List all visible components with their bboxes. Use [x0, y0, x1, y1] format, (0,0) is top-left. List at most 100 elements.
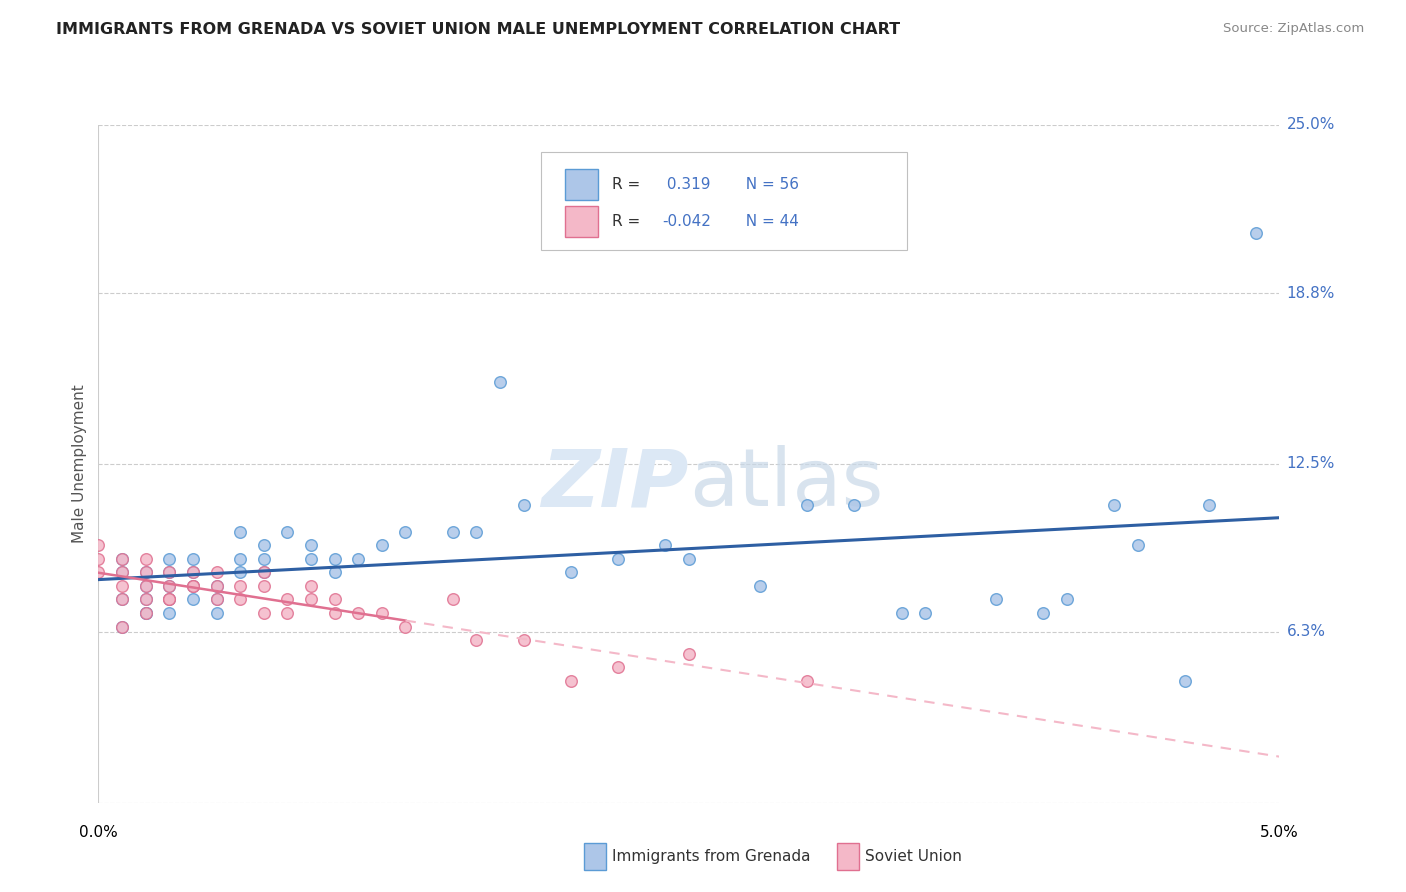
Text: 5.0%: 5.0% — [1260, 825, 1299, 840]
Point — [347, 606, 370, 620]
Point — [135, 606, 157, 620]
Point — [844, 498, 866, 512]
Point — [135, 566, 157, 580]
Point — [157, 579, 180, 593]
Point — [276, 592, 298, 607]
Point — [371, 538, 394, 552]
Point — [678, 551, 700, 566]
Point — [1032, 606, 1054, 620]
Point — [299, 592, 322, 607]
Point — [229, 592, 252, 607]
Point — [1056, 592, 1078, 607]
Point — [441, 524, 464, 539]
Point — [157, 592, 180, 607]
Point — [205, 566, 228, 580]
Point — [1244, 227, 1267, 241]
Point — [111, 551, 134, 566]
Point — [135, 606, 157, 620]
Point — [111, 592, 134, 607]
Point — [1126, 538, 1149, 552]
Point — [229, 579, 252, 593]
Point — [181, 579, 204, 593]
Point — [111, 551, 134, 566]
Text: 6.3%: 6.3% — [1286, 624, 1326, 640]
Point — [253, 579, 276, 593]
Point — [111, 566, 134, 580]
Point — [111, 592, 134, 607]
Point — [914, 606, 936, 620]
Point — [984, 592, 1007, 607]
Point — [1102, 498, 1125, 512]
Text: 18.8%: 18.8% — [1286, 285, 1334, 301]
Point — [253, 538, 276, 552]
Point — [654, 538, 676, 552]
Point — [796, 498, 818, 512]
Point — [394, 619, 416, 633]
Point — [323, 566, 346, 580]
Point — [1174, 673, 1197, 688]
Point — [181, 592, 204, 607]
Point — [394, 524, 416, 539]
Point — [205, 606, 228, 620]
FancyBboxPatch shape — [565, 206, 598, 236]
Point — [111, 566, 134, 580]
Point — [465, 633, 488, 648]
Point — [465, 524, 488, 539]
Point — [157, 592, 180, 607]
Point — [748, 579, 770, 593]
Point — [253, 566, 276, 580]
Point — [111, 579, 134, 593]
Text: N = 44: N = 44 — [737, 214, 799, 228]
Point — [157, 579, 180, 593]
Text: R =: R = — [612, 214, 645, 228]
Point — [229, 551, 252, 566]
Text: ZIP: ZIP — [541, 445, 689, 524]
Point — [607, 660, 630, 674]
Point — [299, 551, 322, 566]
Point — [253, 566, 276, 580]
Point — [489, 376, 512, 390]
Point — [87, 551, 110, 566]
Text: IMMIGRANTS FROM GRENADA VS SOVIET UNION MALE UNEMPLOYMENT CORRELATION CHART: IMMIGRANTS FROM GRENADA VS SOVIET UNION … — [56, 22, 900, 37]
Point — [205, 592, 228, 607]
Text: R =: R = — [612, 178, 645, 192]
Point — [135, 579, 157, 593]
Point — [181, 551, 204, 566]
Point — [299, 579, 322, 593]
Point — [229, 566, 252, 580]
Point — [323, 592, 346, 607]
Point — [87, 566, 110, 580]
Point — [181, 579, 204, 593]
Text: 12.5%: 12.5% — [1286, 457, 1334, 471]
Point — [276, 606, 298, 620]
Point — [678, 647, 700, 661]
Point — [135, 566, 157, 580]
Point — [157, 566, 180, 580]
Point — [205, 592, 228, 607]
FancyBboxPatch shape — [541, 152, 907, 251]
Point — [890, 606, 912, 620]
Point — [111, 619, 134, 633]
Point — [560, 673, 582, 688]
Point — [276, 524, 298, 539]
Point — [135, 551, 157, 566]
Point — [205, 579, 228, 593]
Point — [253, 551, 276, 566]
Point — [229, 524, 252, 539]
Point — [299, 538, 322, 552]
Point — [181, 566, 204, 580]
Point — [181, 566, 204, 580]
Point — [347, 551, 370, 566]
Point — [135, 592, 157, 607]
Point — [323, 606, 346, 620]
Point — [607, 551, 630, 566]
Point — [157, 592, 180, 607]
Text: 25.0%: 25.0% — [1286, 118, 1334, 132]
Text: N = 56: N = 56 — [737, 178, 799, 192]
Point — [796, 673, 818, 688]
Text: 0.0%: 0.0% — [79, 825, 118, 840]
Y-axis label: Male Unemployment: Male Unemployment — [72, 384, 87, 543]
Point — [371, 606, 394, 620]
Point — [441, 592, 464, 607]
Point — [157, 566, 180, 580]
